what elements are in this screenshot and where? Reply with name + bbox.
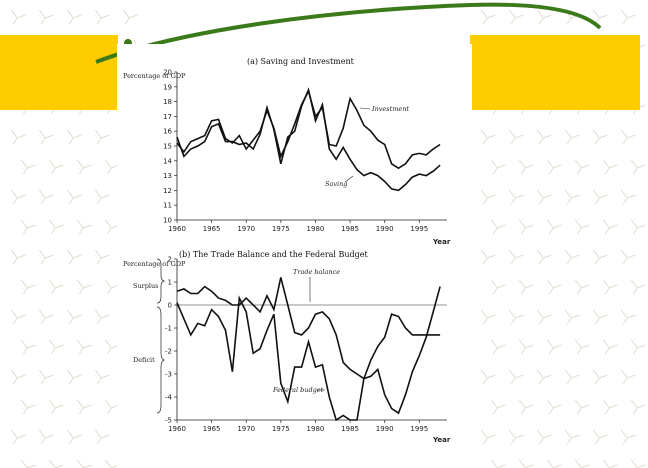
y-tick-label: -3 xyxy=(165,371,172,379)
slide-accent-band-left xyxy=(0,35,118,110)
x-tick-label: 1975 xyxy=(272,425,290,433)
x-tick-label: 1995 xyxy=(410,225,428,233)
y-tick-label: 12 xyxy=(163,187,172,195)
surplus-brace xyxy=(156,258,166,304)
region-label-surplus: Surplus xyxy=(133,282,159,290)
region-label-deficit: Deficit xyxy=(133,356,155,364)
y-tick-label: -2 xyxy=(165,348,172,356)
annotation-trade-balance: Trade balance xyxy=(293,268,340,276)
x-tick-label: 1970 xyxy=(237,225,255,233)
series-line-saving xyxy=(176,87,441,192)
y-tick-label: 10 xyxy=(163,217,172,225)
swoosh-curve xyxy=(95,2,602,64)
y-tick-label: -5 xyxy=(165,417,172,425)
y-tick-label: -4 xyxy=(165,394,173,402)
annotation-investment: Investment xyxy=(371,105,409,113)
x-tick-label: 1970 xyxy=(237,425,255,433)
chart-a-ylabel: Percentage of GDP xyxy=(123,72,186,80)
y-tick-label: 13 xyxy=(163,172,172,180)
annotation-saving: Saving xyxy=(325,180,347,188)
y-tick-label: 18 xyxy=(163,98,172,106)
x-tick-label: 1985 xyxy=(341,225,359,233)
y-tick-label: 0 xyxy=(168,302,172,310)
annotation-saving-pointer xyxy=(344,175,354,183)
chart-b-ylabel: Percentage of GDP xyxy=(123,260,186,268)
y-tick-label: 15 xyxy=(163,143,172,151)
series-line-federal-budget xyxy=(176,286,441,422)
y-tick-label: 11 xyxy=(163,202,172,210)
chart-a-title: (a) Saving and Investment xyxy=(247,57,355,66)
deficit-brace xyxy=(156,306,166,414)
y-tick-label: 19 xyxy=(163,83,172,91)
series-line-trade-balance xyxy=(176,277,441,380)
chart-figure: (a) Saving and Investment Percentage of … xyxy=(117,44,472,468)
chart-canvas: (a) Saving and Investment Percentage of … xyxy=(123,57,451,444)
y-tick-label: 2 xyxy=(168,256,172,264)
x-tick-label: 1975 xyxy=(272,225,290,233)
annotation-federal-budget: Federal budget xyxy=(272,386,324,394)
y-tick-label: 14 xyxy=(163,157,172,165)
x-tick-label: 1980 xyxy=(307,225,325,233)
annotation-investment-pointer xyxy=(359,107,371,110)
x-tick-label: 1990 xyxy=(376,225,394,233)
y-tick-label: 17 xyxy=(163,113,172,121)
slide-accent-band xyxy=(470,35,640,110)
y-tick-label: 16 xyxy=(163,128,172,136)
y-tick-label: 1 xyxy=(168,279,172,287)
series-line-investment xyxy=(176,89,441,170)
x-tick-label: 1960 xyxy=(168,425,186,433)
x-tick-label: 1990 xyxy=(376,425,394,433)
y-tick-label: 20 xyxy=(163,69,172,77)
x-tick-label: 1985 xyxy=(341,425,359,433)
x-tick-label: 1960 xyxy=(168,225,186,233)
y-tick-label: -1 xyxy=(165,325,172,333)
x-tick-label: 1980 xyxy=(307,425,325,433)
chart-b-xlabel: Year xyxy=(432,436,451,444)
x-tick-label: 1965 xyxy=(203,225,221,233)
x-tick-label: 1965 xyxy=(203,425,221,433)
chart-a-xlabel: Year xyxy=(432,238,451,246)
chart-b-title: (b) The Trade Balance and the Federal Bu… xyxy=(179,250,369,259)
x-tick-label: 1995 xyxy=(410,425,428,433)
